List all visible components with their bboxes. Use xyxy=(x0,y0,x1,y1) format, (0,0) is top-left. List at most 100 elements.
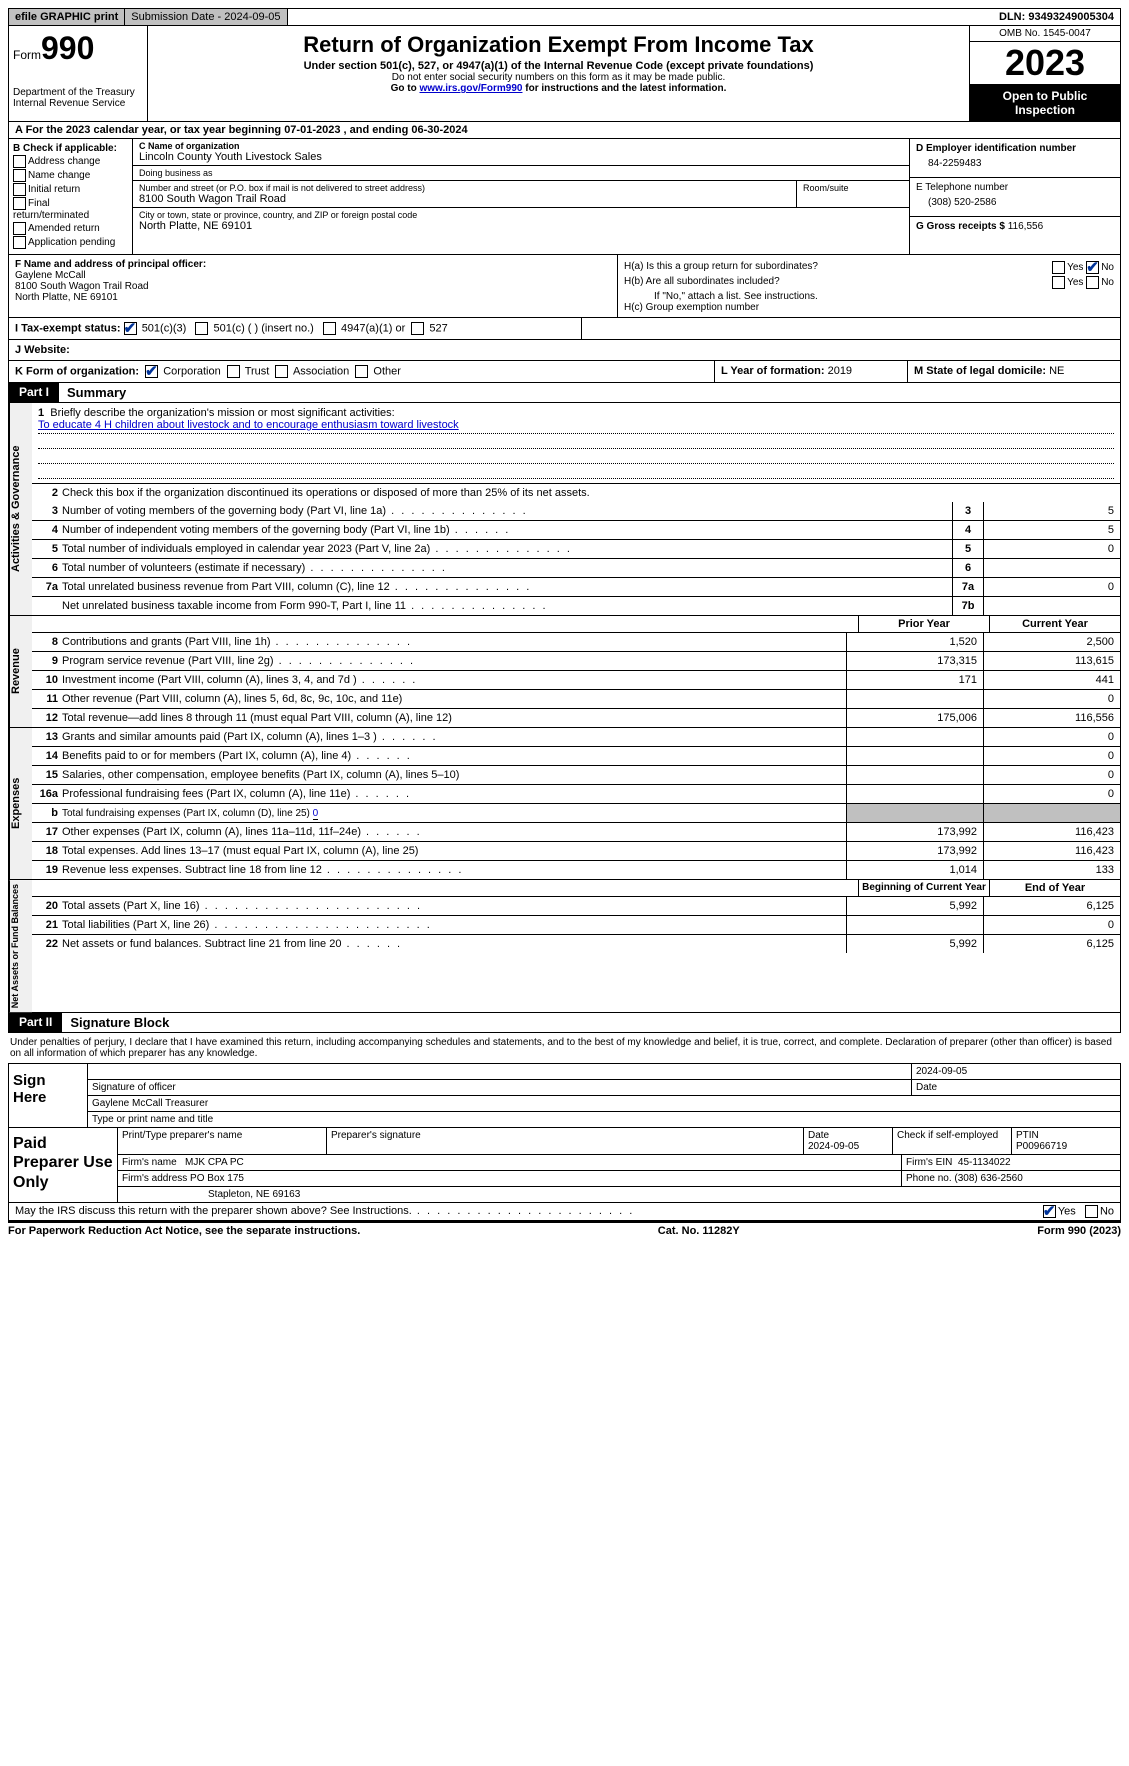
line18-desc: Total expenses. Add lines 13–17 (must eq… xyxy=(62,845,418,857)
hb-yes-cb[interactable] xyxy=(1052,276,1065,289)
firm-name: MJK CPA PC xyxy=(185,1157,244,1168)
line17-prior: 173,992 xyxy=(846,823,983,841)
street-address: 8100 South Wagon Trail Road xyxy=(139,193,790,205)
sig-officer-label: Signature of officer xyxy=(88,1080,912,1095)
cb-corporation[interactable] xyxy=(145,365,158,378)
ha-no-cb[interactable] xyxy=(1086,261,1099,274)
line11-curr: 0 xyxy=(983,690,1120,708)
paperwork-notice: For Paperwork Reduction Act Notice, see … xyxy=(8,1225,360,1237)
line12-prior: 175,006 xyxy=(846,709,983,727)
firm-addr1: PO Box 175 xyxy=(190,1173,244,1184)
header-center: Return of Organization Exempt From Incom… xyxy=(148,26,969,121)
sig-date: 2024-09-05 xyxy=(912,1064,1120,1079)
k-label: K Form of organization: xyxy=(15,365,139,377)
col-d-identifiers: D Employer identification number 84-2259… xyxy=(909,139,1120,254)
firm-addr2: Stapleton, NE 69163 xyxy=(118,1187,1120,1202)
hb-no-cb[interactable] xyxy=(1086,276,1099,289)
gross-label: G Gross receipts $ xyxy=(916,221,1005,232)
form-number: 990 xyxy=(41,30,94,66)
discuss-no-cb[interactable] xyxy=(1085,1205,1098,1218)
line15-desc: Salaries, other compensation, employee b… xyxy=(62,769,459,781)
state-domicile: NE xyxy=(1049,365,1064,377)
sign-here-block: Sign Here 2024-09-05 Signature of office… xyxy=(8,1064,1121,1128)
dba-label: Doing business as xyxy=(139,168,903,178)
line18-curr: 116,423 xyxy=(983,842,1120,860)
omb-number: OMB No. 1545-0047 xyxy=(970,26,1120,42)
block-bcd: B Check if applicable: Address change Na… xyxy=(8,139,1121,255)
form-subtitle: Under section 501(c), 527, or 4947(a)(1)… xyxy=(152,60,965,72)
cb-association[interactable] xyxy=(275,365,288,378)
col-c-org-info: C Name of organization Lincoln County Yo… xyxy=(133,139,909,254)
line12-desc: Total revenue—add lines 8 through 11 (mu… xyxy=(62,712,452,724)
cb-501c[interactable] xyxy=(195,322,208,335)
line19-prior: 1,014 xyxy=(846,861,983,879)
cb-final-return[interactable]: Final return/terminated xyxy=(13,197,128,221)
line20-desc: Total assets (Part X, line 16) xyxy=(62,900,200,912)
line14-prior xyxy=(846,747,983,765)
line10-desc: Investment income (Part VIII, column (A)… xyxy=(62,674,357,686)
part2-label: Part II xyxy=(9,1013,62,1032)
form-title: Return of Organization Exempt From Incom… xyxy=(152,32,965,58)
org-name: Lincoln County Youth Livestock Sales xyxy=(139,151,903,163)
expenses-section: Expenses 13Grants and similar amounts pa… xyxy=(8,728,1121,880)
officer-name-title: Gaylene McCall Treasurer xyxy=(88,1096,1120,1111)
line16b-curr xyxy=(983,804,1120,822)
line19-curr: 133 xyxy=(983,861,1120,879)
cb-501c3[interactable] xyxy=(124,322,137,335)
cb-application-pending[interactable]: Application pending xyxy=(13,236,128,249)
prior-year-head: Prior Year xyxy=(858,616,989,632)
begin-year-head: Beginning of Current Year xyxy=(858,880,989,896)
line14-curr: 0 xyxy=(983,747,1120,765)
line5-desc: Total number of individuals employed in … xyxy=(62,543,430,555)
cb-trust[interactable] xyxy=(227,365,240,378)
irs-link[interactable]: www.irs.gov/Form990 xyxy=(419,83,522,94)
l-label: L Year of formation: xyxy=(721,365,825,377)
footer: For Paperwork Reduction Act Notice, see … xyxy=(8,1221,1121,1239)
type-print-label: Type or print name and title xyxy=(88,1112,1120,1127)
prep-date: 2024-09-05 xyxy=(808,1141,859,1152)
block-fh: F Name and address of principal officer:… xyxy=(8,255,1121,318)
discuss-yes-cb[interactable] xyxy=(1043,1205,1056,1218)
firm-ein: 45-1134022 xyxy=(958,1157,1011,1168)
i-label: I Tax-exempt status: xyxy=(15,322,121,334)
cb-address-change[interactable]: Address change xyxy=(13,155,128,168)
gross-value: 116,556 xyxy=(1008,221,1043,232)
cb-name-change[interactable]: Name change xyxy=(13,169,128,182)
cb-4947[interactable] xyxy=(323,322,336,335)
revenue-section: Revenue Prior YearCurrent Year 8Contribu… xyxy=(8,616,1121,728)
c-name-label: C Name of organization xyxy=(139,141,240,151)
cat-no: Cat. No. 11282Y xyxy=(658,1225,740,1237)
irs: Internal Revenue Service xyxy=(13,98,143,109)
line18-prior: 173,992 xyxy=(846,842,983,860)
line20-begin: 5,992 xyxy=(846,897,983,915)
m-label: M State of legal domicile: xyxy=(914,365,1046,377)
part1-header: Part I Summary xyxy=(8,383,1121,403)
officer-addr2: North Platte, NE 69101 xyxy=(15,292,611,303)
preparer-block: Paid Preparer Use Only Print/Type prepar… xyxy=(8,1128,1121,1203)
ha-yes-cb[interactable] xyxy=(1052,261,1065,274)
line16a-desc: Professional fundraising fees (Part IX, … xyxy=(62,788,350,800)
cb-other[interactable] xyxy=(355,365,368,378)
cb-amended-return[interactable]: Amended return xyxy=(13,222,128,235)
mission-blank1 xyxy=(38,434,1114,449)
cb-527[interactable] xyxy=(411,322,424,335)
officer-addr1: 8100 South Wagon Trail Road xyxy=(15,281,611,292)
ptin-value: P00966719 xyxy=(1016,1141,1067,1152)
line9-prior: 173,315 xyxy=(846,652,983,670)
row-klm: K Form of organization: Corporation Trus… xyxy=(8,361,1121,383)
row-j-website: J Website: xyxy=(8,340,1121,361)
line16b-desc: Total fundraising expenses (Part IX, col… xyxy=(62,808,313,819)
cb-initial-return[interactable]: Initial return xyxy=(13,183,128,196)
col-b-checkboxes: B Check if applicable: Address change Na… xyxy=(9,139,133,254)
prep-name-label: Print/Type preparer's name xyxy=(118,1128,327,1154)
signature-intro: Under penalties of perjury, I declare th… xyxy=(8,1033,1121,1064)
net-assets-section: Net Assets or Fund Balances Beginning of… xyxy=(8,880,1121,1013)
col-h-group: H(a) Is this a group return for subordin… xyxy=(617,255,1120,317)
date-label: Date xyxy=(912,1080,1120,1095)
firm-phone: (308) 636-2560 xyxy=(954,1173,1022,1184)
line8-desc: Contributions and grants (Part VIII, lin… xyxy=(62,636,271,648)
line9-desc: Program service revenue (Part VIII, line… xyxy=(62,655,274,667)
header-right: OMB No. 1545-0047 2023 Open to Public In… xyxy=(969,26,1120,121)
addr-label: Number and street (or P.O. box if mail i… xyxy=(139,183,790,193)
line6-desc: Total number of volunteers (estimate if … xyxy=(62,562,305,574)
